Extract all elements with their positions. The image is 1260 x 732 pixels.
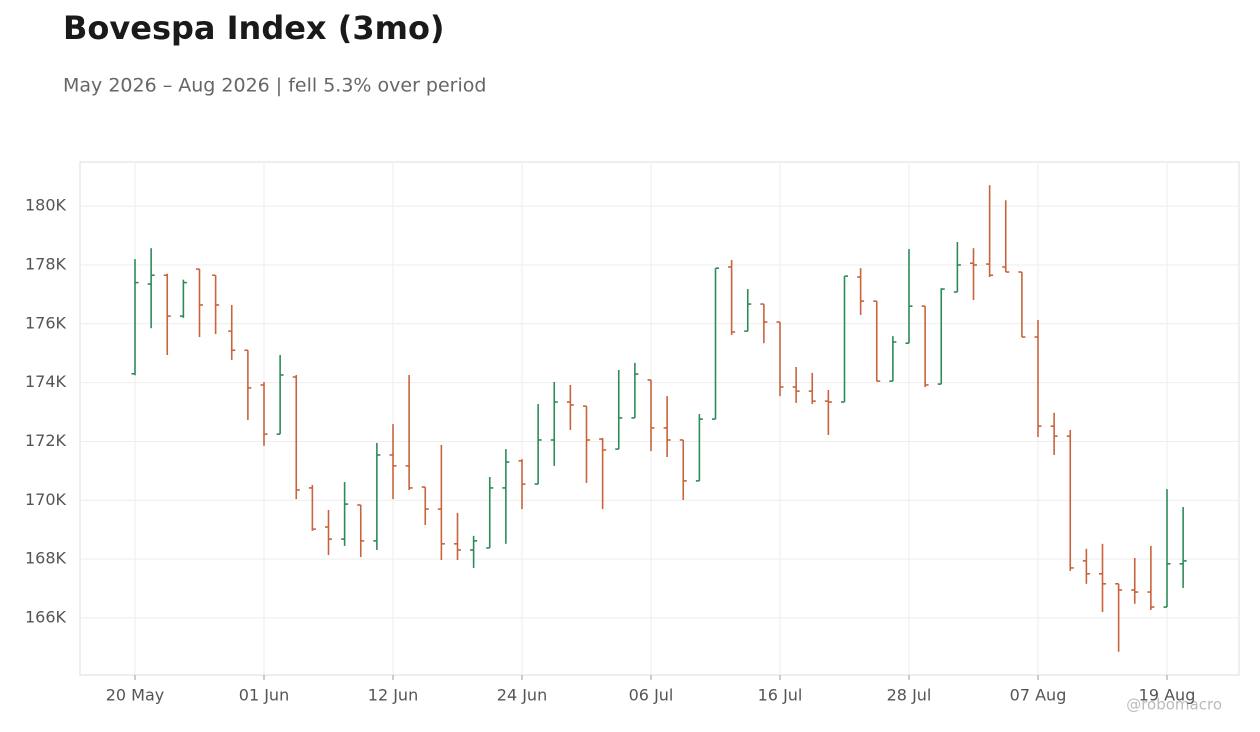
chart-subtitle: May 2026 – Aug 2026 | fell 5.3% over per… xyxy=(63,75,486,97)
x-tick-label: 28 Jul xyxy=(887,686,932,705)
y-tick-label: 170K xyxy=(25,490,67,509)
chart-title: Bovespa Index (3mo) xyxy=(63,9,445,47)
x-tick-label: 24 Jun xyxy=(497,686,547,705)
y-tick-label: 172K xyxy=(25,431,67,450)
y-tick-label: 174K xyxy=(25,372,67,391)
y-tick-label: 176K xyxy=(25,313,67,332)
x-tick-label: 07 Aug xyxy=(1010,686,1067,705)
x-tick-label: 12 Jun xyxy=(368,686,418,705)
x-tick-label: 16 Jul xyxy=(758,686,803,705)
y-tick-label: 168K xyxy=(25,549,67,568)
x-tick-label: 20 May xyxy=(106,686,165,705)
x-tick-label: 06 Jul xyxy=(629,686,674,705)
y-tick-label: 180K xyxy=(25,196,67,215)
watermark: @robomacro xyxy=(1126,696,1222,714)
y-tick-label: 166K xyxy=(25,607,67,626)
x-tick-label: 19 Aug xyxy=(1139,686,1196,705)
x-tick-label: 01 Jun xyxy=(239,686,289,705)
plot-frame xyxy=(79,161,1240,676)
y-tick-label: 178K xyxy=(25,254,67,273)
